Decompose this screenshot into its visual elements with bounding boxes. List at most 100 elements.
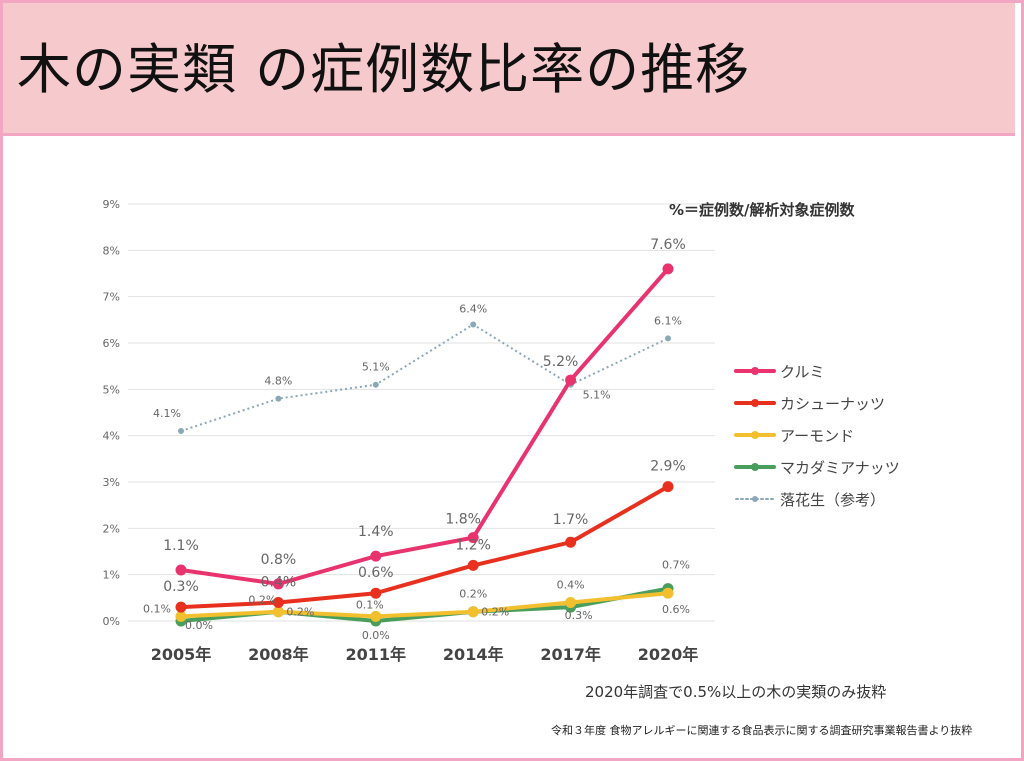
legend-item: 落花生（参考） (734, 483, 900, 515)
data-label: 1.8% (445, 512, 481, 528)
x-tick-label: 2008年 (248, 645, 309, 664)
data-label: 1.7% (553, 512, 589, 528)
data-point (272, 596, 284, 608)
data-label: 0.2% (286, 606, 314, 619)
data-label: 0.4% (557, 578, 585, 591)
slide-title: 木の実類 の症例数比率の推移 (17, 38, 751, 101)
legend: クルミ カシューナッツ アーモンド マカダミアナッツ 落花生（参考） (734, 355, 900, 515)
x-tick-label: 2017年 (540, 645, 601, 664)
data-label: 0.6% (358, 565, 394, 581)
legend-label: マカダミアナッツ (780, 458, 900, 477)
y-tick-label: 4% (103, 430, 120, 443)
data-point (370, 610, 382, 622)
data-label: 0.0% (362, 629, 390, 642)
data-point (370, 550, 382, 562)
data-label: 4.1% (153, 407, 181, 420)
data-point (662, 263, 674, 275)
y-tick-label: 8% (103, 244, 120, 257)
legend-item: カシューナッツ (734, 387, 900, 419)
data-label: 1.4% (358, 524, 394, 540)
data-label: 1.1% (163, 538, 199, 554)
legend-label: カシューナッツ (780, 394, 886, 413)
data-label: 6.4% (459, 302, 487, 315)
formula-note: %＝症例数/解析対象症例数 (669, 201, 855, 219)
subnote: 2020年調査で0.5%以上の木の実類のみ抜粋 (585, 683, 887, 701)
y-tick-label: 1% (103, 569, 120, 582)
legend-marker (751, 367, 759, 375)
data-point (565, 596, 577, 608)
data-label: 0.2% (459, 588, 487, 601)
legend-marker (751, 431, 759, 439)
data-point (565, 536, 577, 548)
source-note: 令和３年度 食物アレルギーに関連する食品表示に関する調査研究事業報告書より抜粋 (551, 724, 973, 737)
data-point (467, 559, 479, 571)
data-point (275, 395, 282, 402)
legend-swatch (734, 463, 776, 471)
data-label: 5.1% (583, 389, 611, 402)
data-label: 0.4% (261, 574, 297, 590)
legend-label: アーモンド (780, 426, 855, 445)
data-label: 5.2% (543, 354, 579, 370)
x-tick-label: 2020年 (638, 645, 699, 664)
data-label: 0.2% (481, 606, 509, 619)
y-tick-label: 7% (103, 291, 120, 304)
series-line (180, 267, 670, 586)
data-point (467, 532, 479, 544)
data-label: 1.2% (455, 537, 491, 553)
series-line (180, 323, 669, 432)
y-tick-label: 3% (103, 476, 120, 489)
x-tick-label: 2005年 (151, 645, 212, 664)
data-point (467, 606, 479, 618)
y-tick-label: 2% (103, 522, 120, 535)
data-label: 0.2% (248, 594, 276, 607)
legend-marker (751, 399, 759, 407)
data-point (175, 564, 187, 576)
legend-swatch (734, 431, 776, 439)
legend-marker (752, 496, 758, 502)
y-tick-label: 9% (103, 198, 120, 211)
y-tick-label: 6% (103, 337, 120, 350)
data-label: 2.9% (650, 459, 686, 475)
data-label: 0.1% (356, 598, 384, 611)
legend-label: 落花生（参考） (780, 490, 886, 509)
legend-marker (751, 463, 759, 471)
data-point (662, 587, 674, 599)
data-label: 7.6% (650, 237, 686, 253)
legend-swatch (735, 496, 775, 502)
legend-item: クルミ (734, 355, 900, 387)
data-point (175, 610, 187, 622)
data-label: 5.1% (362, 361, 390, 374)
x-tick-label: 2014年 (443, 645, 504, 664)
data-point (372, 381, 379, 388)
data-point (470, 321, 477, 328)
legend-label: クルミ (780, 362, 825, 381)
x-tick-label: 2011年 (346, 645, 407, 664)
data-label: 0.3% (163, 579, 199, 595)
data-label: 0.8% (261, 552, 297, 568)
data-label: 0.1% (143, 602, 171, 615)
series-line (180, 484, 669, 610)
data-point (370, 587, 382, 599)
title-band: 木の実類 の症例数比率の推移 (3, 3, 1015, 136)
data-label: 0.0% (185, 619, 213, 632)
data-point (565, 374, 577, 386)
data-point (178, 428, 184, 435)
data-point (662, 481, 674, 493)
data-label: 0.6% (662, 603, 690, 616)
data-label: 6.1% (654, 314, 682, 327)
legend-item: アーモンド (734, 419, 900, 451)
data-label: 4.8% (264, 375, 292, 388)
legend-swatch (734, 367, 776, 375)
data-point (665, 335, 671, 342)
legend-item: マカダミアナッツ (734, 451, 900, 483)
data-label: 0.3% (565, 609, 593, 622)
data-point (272, 578, 284, 590)
y-tick-label: 0% (103, 615, 120, 628)
data-point (175, 601, 187, 613)
data-label: 0.7% (662, 559, 690, 572)
y-tick-label: 5% (103, 383, 120, 396)
legend-swatch (734, 399, 776, 407)
data-point (272, 606, 284, 618)
